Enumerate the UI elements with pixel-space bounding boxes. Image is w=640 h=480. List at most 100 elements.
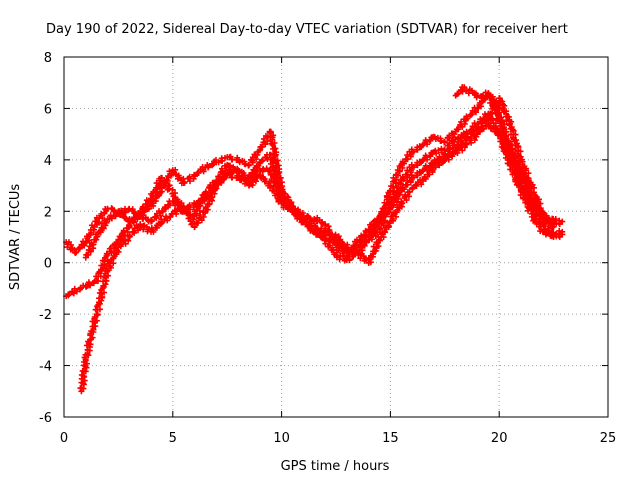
data-point <box>520 190 527 197</box>
data-point <box>441 151 448 158</box>
data-point <box>545 218 552 225</box>
data-point <box>497 135 504 142</box>
data-point <box>149 192 156 199</box>
data-point <box>556 233 563 240</box>
data-point <box>398 198 405 205</box>
data-point <box>94 233 101 240</box>
data-point <box>170 198 177 205</box>
data-point <box>424 171 431 178</box>
data-point <box>90 226 97 233</box>
data-point <box>394 184 401 191</box>
data-point <box>102 270 109 277</box>
data-point <box>209 162 216 169</box>
data-point <box>556 220 563 227</box>
data-point <box>501 109 508 116</box>
series-track-b <box>63 110 566 300</box>
x-tick-label: 25 <box>600 431 617 446</box>
data-point <box>73 288 80 295</box>
data-point <box>161 205 168 212</box>
data-point <box>533 219 540 226</box>
data-point <box>65 292 72 299</box>
data-point <box>87 332 94 339</box>
data-point <box>103 278 110 285</box>
data-point <box>202 188 209 195</box>
data-point <box>464 133 471 140</box>
data-point <box>378 231 385 238</box>
data-point <box>88 328 95 335</box>
data-point <box>391 187 398 194</box>
data-point <box>441 138 448 145</box>
data-point <box>116 241 123 248</box>
data-point <box>454 91 461 98</box>
data-point <box>86 281 93 288</box>
data-point <box>268 140 275 147</box>
y-tick-label: -6 <box>39 411 52 426</box>
data-point <box>358 234 365 241</box>
data-point <box>86 243 93 250</box>
data-point <box>559 231 566 238</box>
x-axis-label: GPS time / hours <box>281 459 390 474</box>
data-point <box>393 172 400 179</box>
data-point <box>375 224 382 231</box>
data-point <box>163 215 170 222</box>
data-point <box>338 240 345 247</box>
data-point <box>191 224 198 231</box>
data-point <box>473 94 480 101</box>
data-point <box>97 212 104 219</box>
data-point <box>151 214 158 221</box>
data-point <box>275 198 282 205</box>
data-point <box>552 216 559 222</box>
data-point <box>181 179 188 186</box>
data-point <box>488 125 495 132</box>
data-point <box>345 247 352 254</box>
data-point <box>242 178 249 185</box>
data-point <box>215 173 222 180</box>
data-point <box>79 367 86 374</box>
data-point <box>196 207 203 214</box>
y-tick-label: 4 <box>44 154 52 169</box>
data-point <box>522 187 529 194</box>
x-tick-label: 10 <box>273 431 290 446</box>
data-point <box>174 196 181 203</box>
data-point <box>194 170 201 177</box>
data-point <box>82 351 89 358</box>
data-point <box>541 213 548 220</box>
data-point <box>362 255 369 262</box>
data-point <box>402 156 409 163</box>
data-point <box>152 224 159 231</box>
data-point <box>467 112 474 119</box>
data-point <box>437 137 444 144</box>
data-point <box>395 191 402 198</box>
data-point <box>532 203 539 210</box>
data-point <box>95 229 102 236</box>
data-point <box>174 175 181 182</box>
data-point <box>485 114 492 121</box>
data-point <box>322 235 329 242</box>
data-point <box>387 206 394 213</box>
data-point <box>150 188 157 195</box>
data-point <box>83 360 90 367</box>
data-point <box>197 197 204 204</box>
data-point <box>516 171 523 178</box>
data-point <box>75 245 82 252</box>
data-point <box>266 178 273 185</box>
data-point <box>412 182 419 189</box>
data-point <box>525 201 532 208</box>
data-point <box>116 233 123 240</box>
data-point <box>453 146 460 153</box>
data-point <box>328 247 335 254</box>
data-point <box>550 232 557 239</box>
data-point <box>525 207 532 214</box>
data-point <box>201 196 208 203</box>
data-point <box>536 215 543 222</box>
data-point <box>476 101 483 108</box>
data-point <box>285 204 292 211</box>
data-point <box>234 169 241 176</box>
y-tick-label: 0 <box>44 257 52 272</box>
data-point <box>103 265 110 272</box>
data-point <box>399 160 406 167</box>
data-point <box>512 131 519 138</box>
data-point <box>475 128 482 135</box>
x-tick-label: 15 <box>382 431 399 446</box>
data-point <box>218 157 225 164</box>
